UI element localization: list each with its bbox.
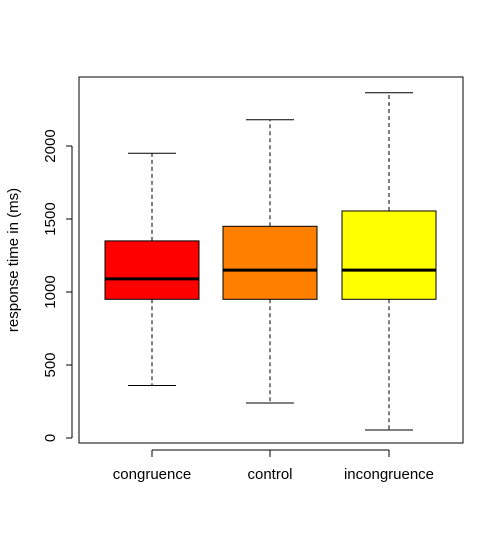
iqr-box: [104, 240, 200, 300]
plot-frame: [78, 76, 464, 444]
box-incongruence: [341, 92, 437, 431]
box-control: [222, 119, 318, 404]
y-tick-label: 2000: [42, 129, 59, 162]
iqr-box: [222, 225, 318, 300]
y-tick-label: 1500: [42, 202, 59, 235]
x-tick-label: control: [247, 466, 292, 483]
boxes-layer: [104, 92, 437, 431]
y-axis-label: response time in (ms): [5, 188, 22, 332]
x-axis: congruence control incongruence: [113, 449, 434, 483]
y-tick-label: 1000: [42, 275, 59, 308]
x-tick-label: incongruence: [344, 466, 434, 483]
x-tick-label: congruence: [113, 466, 191, 483]
y-tick-label: 0: [42, 434, 59, 442]
y-tick-label: 500: [42, 352, 59, 377]
y-axis: 0 500 1000 1500 2000: [42, 129, 73, 442]
box-congruence: [104, 152, 200, 386]
iqr-box: [341, 210, 437, 300]
